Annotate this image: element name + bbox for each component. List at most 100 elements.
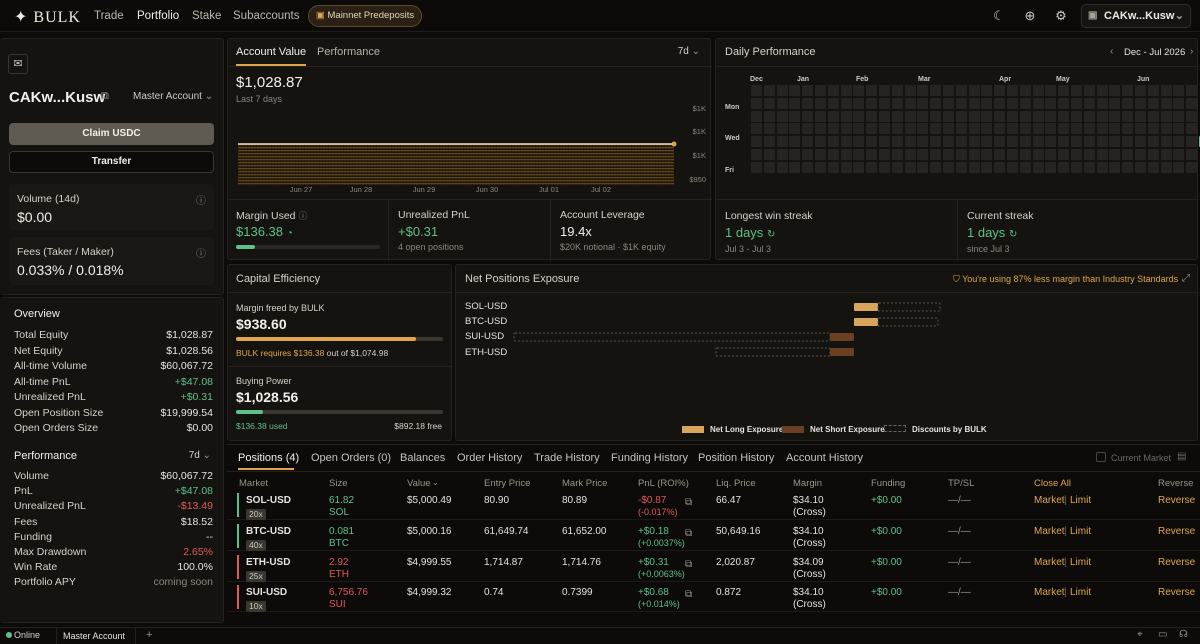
- heatmap-day-cell[interactable]: [1058, 110, 1070, 122]
- expand-icon[interactable]: ⤢: [1182, 273, 1190, 284]
- heatmap-day-cell[interactable]: [1186, 97, 1198, 109]
- nav-trade[interactable]: Trade: [94, 10, 124, 22]
- heatmap-day-cell[interactable]: [789, 85, 801, 96]
- heatmap-day-cell[interactable]: [968, 85, 980, 96]
- market-name[interactable]: ETH-USD: [246, 556, 291, 568]
- heatmap-day-cell[interactable]: [981, 85, 993, 96]
- heatmap-day-cell[interactable]: [763, 97, 775, 109]
- close-market-button[interactable]: Market: [1034, 556, 1065, 568]
- heatmap-day-cell[interactable]: [968, 136, 980, 148]
- heatmap-day-cell[interactable]: [789, 161, 801, 173]
- heatmap-day-cell[interactable]: [968, 123, 980, 135]
- heatmap-day-cell[interactable]: [1096, 136, 1108, 148]
- heatmap-day-cell[interactable]: [853, 85, 865, 96]
- heatmap-day-cell[interactable]: [955, 123, 967, 135]
- heatmap-day-cell[interactable]: [1160, 110, 1172, 122]
- heatmap-day-cell[interactable]: [1032, 110, 1044, 122]
- heatmap-day-cell[interactable]: [1135, 136, 1146, 148]
- nav-subaccounts[interactable]: Subaccounts: [233, 10, 300, 22]
- reverse-button[interactable]: Reverse: [1158, 556, 1196, 568]
- heatmap-day-cell[interactable]: [1032, 136, 1044, 148]
- heatmap-day-cell[interactable]: [1083, 123, 1095, 135]
- heatmap-day-cell[interactable]: [1071, 97, 1082, 109]
- heatmap-day-cell[interactable]: [1032, 149, 1044, 160]
- heatmap-day-cell[interactable]: [1135, 85, 1146, 96]
- heatmap-day-cell[interactable]: [1122, 97, 1134, 109]
- heatmap-day-cell[interactable]: [917, 97, 929, 109]
- heatmap-day-cell[interactable]: [1173, 123, 1185, 135]
- heatmap-day-cell[interactable]: [1045, 149, 1057, 160]
- heatmap-day-cell[interactable]: [917, 110, 929, 122]
- heatmap-day-cell[interactable]: [981, 136, 993, 148]
- heatmap-day-cell[interactable]: [763, 136, 775, 148]
- moon-icon[interactable]: ☾: [993, 8, 1005, 23]
- heatmap-day-cell[interactable]: [1032, 97, 1044, 109]
- tpsl-value[interactable]: —/—: [948, 556, 971, 568]
- heatmap-day-cell[interactable]: [853, 136, 865, 148]
- heatmap-day-cell[interactable]: [853, 123, 865, 135]
- heatmap-day-cell[interactable]: [904, 97, 916, 109]
- heatmap-day-cell[interactable]: [1186, 85, 1198, 96]
- heatmap-day-cell[interactable]: [1173, 97, 1185, 109]
- heatmap-day-cell[interactable]: [815, 110, 826, 122]
- chevron-right-icon[interactable]: ›: [1190, 46, 1194, 57]
- heatmap-day-cell[interactable]: [1160, 97, 1172, 109]
- market-name[interactable]: BTC-USD: [246, 525, 291, 537]
- heatmap-day-cell[interactable]: [879, 110, 890, 122]
- heatmap-day-cell[interactable]: [1045, 110, 1057, 122]
- table-row[interactable]: [227, 582, 1200, 613]
- exposure-long-bar[interactable]: [854, 318, 878, 326]
- heatmap-day-cell[interactable]: [802, 136, 814, 148]
- claim-usdc-button[interactable]: Claim USDC: [9, 123, 214, 145]
- heatmap-day-cell[interactable]: [776, 136, 788, 148]
- heatmap-day-cell[interactable]: [1007, 110, 1018, 122]
- heatmap-day-cell[interactable]: [751, 123, 762, 135]
- close-market-button[interactable]: Market: [1034, 587, 1065, 599]
- close-limit-button[interactable]: Limit: [1070, 556, 1092, 568]
- heatmap-day-cell[interactable]: [930, 149, 942, 160]
- heatmap-day-cell[interactable]: [891, 161, 903, 173]
- heatmap-day-cell[interactable]: [815, 161, 826, 173]
- column-header-pnl-roi[interactable]: PnL (ROI%): [638, 478, 689, 489]
- heatmap-day-cell[interactable]: [1058, 97, 1070, 109]
- heatmap-day-cell[interactable]: [1109, 149, 1121, 160]
- headset-icon[interactable]: ☊: [1179, 629, 1188, 640]
- heatmap-day-cell[interactable]: [1122, 85, 1134, 96]
- reverse-button[interactable]: Reverse: [1158, 525, 1196, 537]
- heatmap-day-cell[interactable]: [917, 136, 929, 148]
- heatmap-day-cell[interactable]: [1122, 110, 1134, 122]
- heatmap-day-cell[interactable]: [1007, 85, 1018, 96]
- info-icon[interactable]: ⓘ: [196, 196, 206, 207]
- tpsl-value[interactable]: —/—: [948, 495, 971, 506]
- heatmap-day-cell[interactable]: [776, 85, 788, 96]
- heatmap-day-cell[interactable]: [1007, 149, 1018, 160]
- close-limit-button[interactable]: Limit: [1070, 587, 1092, 599]
- heatmap-day-cell[interactable]: [1109, 110, 1121, 122]
- heatmap-day-cell[interactable]: [866, 123, 878, 135]
- exposure-short-bar[interactable]: [830, 348, 854, 356]
- heatmap-day-cell[interactable]: [1173, 85, 1185, 96]
- heatmap-day-cell[interactable]: [955, 110, 967, 122]
- heatmap-day-cell[interactable]: [840, 161, 852, 173]
- heatmap-day-cell[interactable]: [1135, 97, 1146, 109]
- heatmap-day-cell[interactable]: [853, 97, 865, 109]
- copy-icon[interactable]: ⧉: [101, 90, 109, 102]
- heatmap-day-cell[interactable]: [1071, 85, 1082, 96]
- heatmap-day-cell[interactable]: [776, 97, 788, 109]
- exposure-long-bar[interactable]: [854, 303, 878, 311]
- heatmap-day-cell[interactable]: [1122, 149, 1134, 160]
- exposure-discount-bar[interactable]: [877, 317, 939, 327]
- heatmap-day-cell[interactable]: [1135, 123, 1146, 135]
- heatmap-day-cell[interactable]: [751, 110, 762, 122]
- heatmap-day-cell[interactable]: [930, 110, 942, 122]
- heatmap-day-cell[interactable]: [1083, 136, 1095, 148]
- clipboard-icon[interactable]: ▤: [1177, 451, 1187, 462]
- heatmap-day-cell[interactable]: [1096, 97, 1108, 109]
- heatmap-day-cell[interactable]: [879, 136, 890, 148]
- tpsl-value[interactable]: —/—: [948, 525, 971, 537]
- heatmap-day-cell[interactable]: [1019, 110, 1031, 122]
- heatmap-day-cell[interactable]: [968, 149, 980, 160]
- heatmap-day-cell[interactable]: [1173, 149, 1185, 160]
- heatmap-day-cell[interactable]: [866, 149, 878, 160]
- heatmap-day-cell[interactable]: [1160, 85, 1172, 96]
